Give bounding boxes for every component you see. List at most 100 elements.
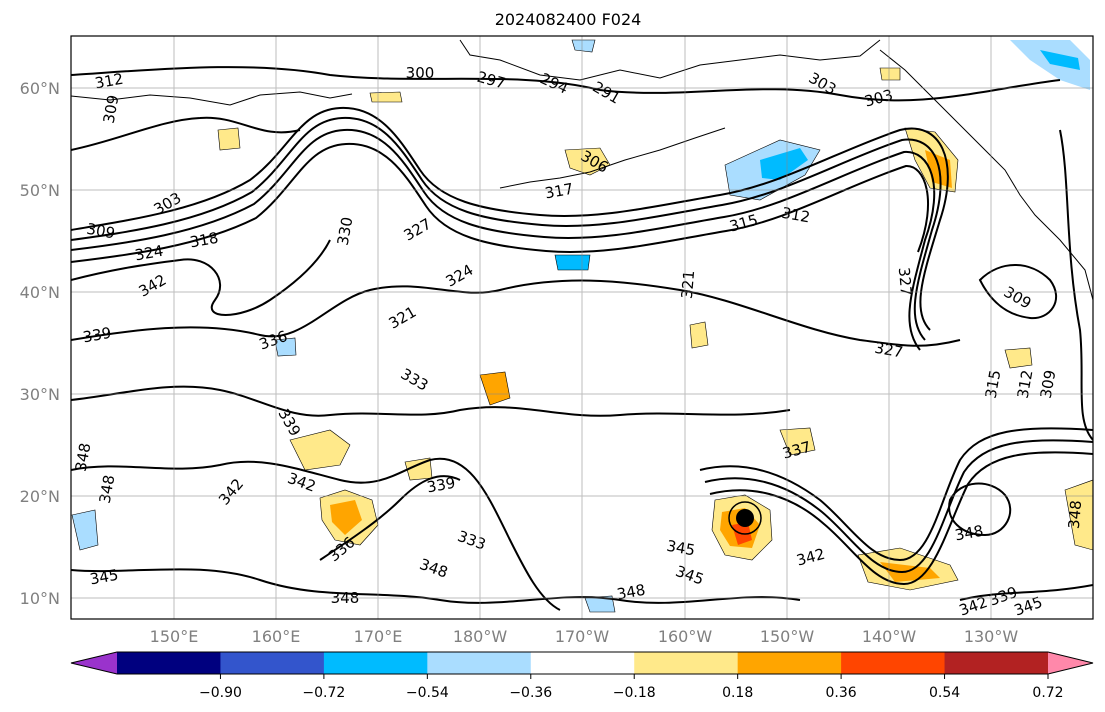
cyclone-contour xyxy=(728,501,762,535)
shade-patch-positive xyxy=(479,371,511,406)
contour-label: 339 xyxy=(81,324,112,347)
contour-line-jet xyxy=(71,106,949,331)
shade-patch-positive xyxy=(689,321,709,349)
contour-label: 348 xyxy=(96,473,119,504)
colorbar-segment xyxy=(530,652,635,674)
contour-label: 330 xyxy=(334,215,357,246)
shade-patch-positive xyxy=(289,429,351,471)
lon-label: 160°E xyxy=(252,627,301,646)
colorbar-segment xyxy=(117,652,221,674)
shade-patch-negative xyxy=(71,509,99,551)
contour-line-trough xyxy=(699,427,1093,562)
contour-label: 309 xyxy=(1037,368,1060,399)
shade-patch-positive xyxy=(1004,347,1033,369)
contour-label: 312 xyxy=(1014,368,1037,399)
colorbar-segment xyxy=(220,652,325,674)
contour-line xyxy=(319,475,461,561)
contour-label: 327 xyxy=(895,267,915,297)
colorbar: −0.90 −0.72 −0.54 −0.36 −0.18 0.18 0.36 0.54 0.7… xyxy=(70,651,1094,701)
contour-label: 324 xyxy=(133,242,164,265)
contour-label: 317 xyxy=(543,180,574,203)
contour-label: 348 xyxy=(1065,500,1085,530)
contour-line xyxy=(71,568,801,604)
lon-label: 160°W xyxy=(658,627,713,646)
gridlines xyxy=(71,36,1093,619)
contour-line-trough xyxy=(709,451,1093,586)
colorbar-tick-label: 0.54 xyxy=(929,685,960,701)
colorbar-segment xyxy=(634,652,739,674)
contour-line-closed xyxy=(948,482,1012,537)
contour-line xyxy=(71,279,961,347)
shade-patch-positive xyxy=(369,91,403,103)
shade-patch-negative xyxy=(274,337,297,357)
shade-patch-positive xyxy=(880,562,940,582)
shade-patch-positive xyxy=(217,127,241,151)
lat-label: 40°N xyxy=(20,283,60,302)
contour-label: 300 xyxy=(406,64,435,82)
shade-patch-negative xyxy=(554,254,591,271)
shade-patch-negative xyxy=(584,595,616,613)
lon-label: 150°W xyxy=(760,627,815,646)
lat-label: 10°N xyxy=(20,589,60,608)
contour-label: 309 xyxy=(100,93,123,124)
colorbar-outline xyxy=(70,651,1094,675)
shade-patch-negative xyxy=(760,148,808,180)
colorbar-segment xyxy=(841,652,946,674)
contour-label: 312 xyxy=(93,70,124,93)
colorbar-tick-label: −0.72 xyxy=(302,685,345,701)
contour-label: 321 xyxy=(678,270,698,300)
shade-patch-negative xyxy=(1040,50,1080,70)
latitude-axis: 60°N 50°N 40°N 30°N 20°N 10°N xyxy=(20,79,60,608)
colorbar-extend-max xyxy=(1048,652,1093,674)
shade-patch-positive xyxy=(1064,479,1093,551)
lat-label: 50°N xyxy=(20,181,60,200)
lon-label: 130°W xyxy=(964,627,1019,646)
lon-label: 170°W xyxy=(555,627,610,646)
map-title: 2024082400 F024 xyxy=(495,10,642,29)
shade-patch-positive xyxy=(879,67,901,81)
contour-label: 345 xyxy=(665,537,696,560)
contour-line-jet xyxy=(71,128,936,351)
colorbar-tick-label: 0.36 xyxy=(826,685,857,701)
colorbar-extend-min xyxy=(71,652,117,674)
lon-label: 180°W xyxy=(453,627,508,646)
colorbar-segment xyxy=(427,652,532,674)
contour-label: 312 xyxy=(780,204,811,227)
lat-label: 30°N xyxy=(20,385,60,404)
coastline xyxy=(879,49,1093,301)
colorbar-tick-label: 0.72 xyxy=(1032,685,1063,701)
contour-line xyxy=(71,239,331,316)
colorbar-tick-label: −0.36 xyxy=(509,685,552,701)
coastline xyxy=(71,91,353,106)
contour-label: 309 xyxy=(85,220,116,243)
shaded-field xyxy=(71,39,1093,613)
aleutian-coastline xyxy=(499,127,726,189)
contour-line xyxy=(1059,129,1093,441)
contour-label: 318 xyxy=(188,229,219,252)
shade-patch-positive xyxy=(564,147,611,176)
contour-line-jet xyxy=(71,116,942,341)
contour-label: 339 xyxy=(425,474,456,497)
lon-label: 140°W xyxy=(862,627,917,646)
contour-line xyxy=(71,457,561,611)
colorbar-segment xyxy=(323,652,428,674)
lon-label: 170°E xyxy=(354,627,403,646)
shade-patch-negative xyxy=(571,39,596,53)
contour-label: 348 xyxy=(953,522,984,545)
shade-patch-positive xyxy=(330,500,362,535)
contour-label: 345 xyxy=(88,566,119,589)
lat-label: 20°N xyxy=(20,487,60,506)
contour-label: 315 xyxy=(982,368,1005,399)
cyclone-center-marker xyxy=(736,509,754,527)
longitude-axis: 150°E 160°E 170°E 180°W 170°W 160°W 150°… xyxy=(150,627,1019,646)
contour-line xyxy=(71,385,791,417)
colorbar-tick-label: −0.18 xyxy=(613,685,656,701)
colorbar-ticks: −0.90 −0.72 −0.54 −0.36 −0.18 0.18 0.36 0.54 0.7… xyxy=(199,674,1064,701)
map-frame xyxy=(70,35,1094,620)
shade-patch-negative xyxy=(1010,40,1090,90)
contour-line xyxy=(71,116,301,151)
contour-line-closed xyxy=(978,264,1057,320)
lat-label: 60°N xyxy=(20,79,60,98)
